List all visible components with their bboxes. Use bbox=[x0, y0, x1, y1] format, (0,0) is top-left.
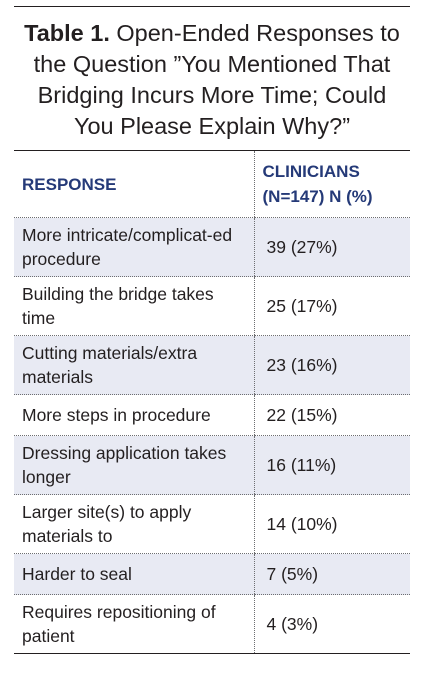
table-row: Cutting materials/extra materials 23 (16… bbox=[14, 335, 410, 395]
table-row: More intricate/complicat-ed procedure 39… bbox=[14, 217, 410, 277]
table-row: Requires repositioning of patient 4 (3%) bbox=[14, 594, 410, 654]
count-cell: 39 (27%) bbox=[253, 217, 410, 277]
response-cell: More intricate/complicat-ed procedure bbox=[14, 217, 254, 277]
response-cell: Dressing application takes longer bbox=[14, 435, 254, 495]
table-row: Dressing application takes longer 16 (11… bbox=[14, 435, 410, 495]
response-cell: Harder to seal bbox=[14, 553, 254, 595]
response-cell: Building the bridge takes time bbox=[14, 276, 254, 336]
response-cell: Requires repositioning of patient bbox=[14, 594, 254, 654]
count-cell: 7 (5%) bbox=[253, 553, 410, 595]
table-caption: Table 1. Open-Ended Responses to the Que… bbox=[14, 7, 410, 150]
table-row: More steps in procedure 22 (15%) bbox=[14, 394, 410, 436]
table-row: Larger site(s) to apply materials to 14 … bbox=[14, 494, 410, 554]
count-cell: 14 (10%) bbox=[253, 494, 410, 554]
table-1: Table 1. Open-Ended Responses to the Que… bbox=[14, 6, 410, 654]
response-cell: Larger site(s) to apply materials to bbox=[14, 494, 254, 554]
count-cell: 25 (17%) bbox=[253, 276, 410, 336]
response-cell: Cutting materials/extra materials bbox=[14, 335, 254, 395]
count-cell: 23 (16%) bbox=[253, 335, 410, 395]
header-row: RESPONSE CLINICIANS (N=147) N (%) bbox=[14, 150, 410, 218]
caption-label: Table 1. bbox=[24, 20, 110, 46]
responses-table: RESPONSE CLINICIANS (N=147) N (%) More i… bbox=[14, 150, 410, 654]
count-cell: 22 (15%) bbox=[253, 394, 410, 436]
count-cell: 4 (3%) bbox=[253, 594, 410, 654]
caption-text: Open-Ended Responses to the Question ”Yo… bbox=[33, 20, 400, 139]
response-cell: More steps in procedure bbox=[14, 394, 254, 436]
table-row: Harder to seal 7 (5%) bbox=[14, 553, 410, 595]
table-row: Building the bridge takes time 25 (17%) bbox=[14, 276, 410, 336]
header-clinicians: CLINICIANS (N=147) N (%) bbox=[253, 150, 410, 218]
count-cell: 16 (11%) bbox=[253, 435, 410, 495]
top-rule bbox=[14, 6, 410, 7]
header-response: RESPONSE bbox=[14, 150, 254, 218]
